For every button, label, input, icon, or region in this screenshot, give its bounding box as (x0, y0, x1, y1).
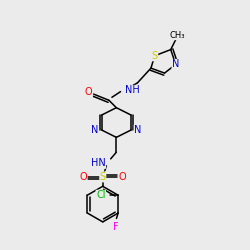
Text: N: N (91, 125, 98, 135)
Text: O: O (85, 87, 92, 97)
Text: S: S (152, 51, 158, 61)
Text: NH: NH (125, 86, 140, 96)
Text: Cl: Cl (96, 190, 106, 200)
Text: O: O (119, 172, 126, 182)
Text: N: N (134, 125, 141, 135)
Text: CH₃: CH₃ (169, 31, 185, 40)
Text: HN: HN (91, 158, 106, 168)
Text: S: S (100, 172, 106, 182)
Text: O: O (79, 172, 87, 182)
Text: N: N (172, 60, 179, 70)
Text: F: F (113, 222, 118, 232)
